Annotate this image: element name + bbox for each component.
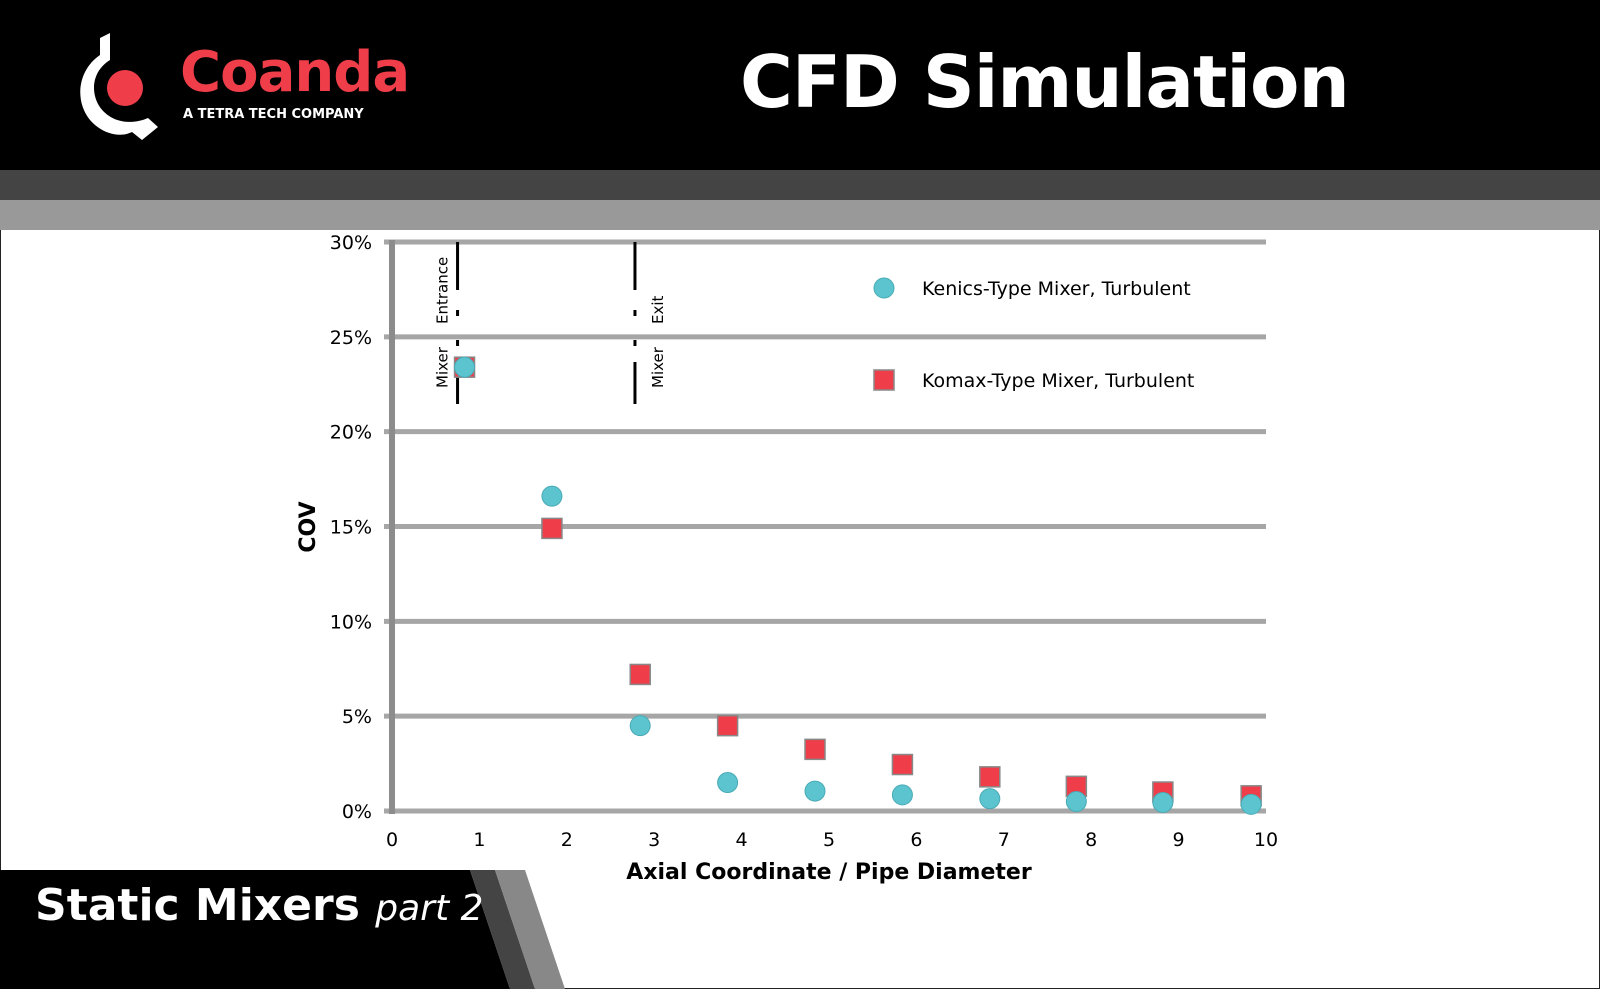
y-axis-label: COV: [296, 501, 321, 552]
x-tick-label: 3: [648, 829, 660, 851]
kenics-point: [1152, 791, 1174, 813]
legend-marker-kenics: [873, 277, 895, 299]
mixer-label-top: Exit: [649, 295, 667, 324]
y-tick-label: 10%: [330, 611, 372, 633]
footer-banner: [0, 870, 565, 989]
footer-title: Static Mixers part 2: [35, 880, 483, 931]
x-tick-label: 0: [386, 829, 398, 851]
kenics-point: [541, 485, 563, 507]
komax-point: [804, 738, 826, 761]
legend-label: Komax-Type Mixer, Turbulent: [922, 370, 1194, 392]
y-tick-label: 25%: [330, 327, 372, 349]
kenics-point: [1065, 791, 1087, 813]
x-tick-label: 4: [736, 829, 748, 851]
komax-point: [629, 663, 651, 686]
kenics-point: [454, 356, 476, 378]
page-title: CFD Simulation: [740, 40, 1350, 124]
kenics-point: [629, 715, 651, 737]
logo-name: Coanda: [180, 40, 410, 105]
kenics-point: [979, 788, 1001, 810]
kenics-point: [717, 772, 739, 794]
x-tick-label: 10: [1254, 829, 1278, 851]
header-band-light: [0, 200, 1600, 230]
kenics-point: [891, 784, 913, 806]
komax-point: [979, 766, 1001, 788]
legend-marker-komax: [873, 369, 895, 391]
y-tick-label: 0%: [342, 801, 372, 823]
x-tick-label: 2: [561, 829, 573, 851]
footer-subtitle: part 2: [375, 888, 484, 929]
y-tick-label: 30%: [330, 232, 372, 254]
header-bar: [0, 0, 1600, 170]
legend-label: Kenics-Type Mixer, Turbulent: [922, 278, 1191, 300]
x-tick-label: 5: [823, 829, 835, 851]
y-tick-label: 5%: [342, 706, 372, 728]
mixer-label-top: Entrance: [434, 257, 452, 324]
header-band-dark: [0, 170, 1600, 200]
x-tick-label: 1: [473, 829, 485, 851]
komax-point: [716, 714, 739, 737]
kenics-point: [804, 780, 826, 802]
y-tick-label: 20%: [330, 422, 372, 444]
logo-tagline: A TETRA TECH COMPANY: [183, 107, 364, 122]
x-tick-label: 6: [910, 829, 922, 851]
y-tick-label: 15%: [330, 517, 372, 539]
mixer-label-bottom: Mixer: [434, 346, 452, 388]
x-tick-label: 9: [1173, 829, 1185, 851]
komax-point: [541, 517, 563, 540]
komax-point: [891, 753, 914, 776]
coanda-logo-icon: [80, 33, 158, 140]
x-tick-label: 7: [998, 829, 1010, 851]
x-tick-label: 8: [1085, 829, 1097, 851]
footer-title-main: Static Mixers: [35, 880, 360, 931]
x-axis-label: Axial Coordinate / Pipe Diameter: [626, 860, 1032, 885]
mixer-label-bottom: Mixer: [649, 346, 667, 388]
kenics-point: [1240, 793, 1262, 815]
